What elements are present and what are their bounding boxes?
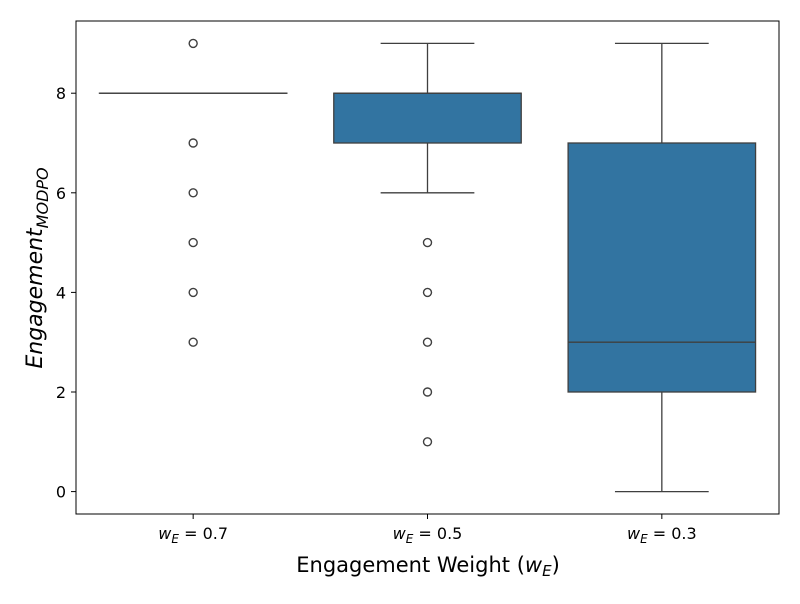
box-iqr [568,143,755,392]
x-tick-label-value: = 0.7 [179,524,228,543]
x-tick-label-var: w [627,524,641,543]
x-tick-label-value: = 0.5 [413,524,462,543]
x-tick-label: wE = 0.5 [393,524,463,546]
y-tick-label: 8 [56,84,66,103]
y-tick-label: 0 [56,483,66,502]
x-axis-label: Engagement Weight (wE) [296,553,560,580]
x-axis-label-close: ) [552,553,560,577]
x-tick-label-var: w [393,524,407,543]
x-tick-label-value: = 0.3 [648,524,697,543]
x-tick-label: wE = 0.7 [158,524,228,546]
x-axis-label-var: w [525,553,543,577]
box-iqr [334,93,521,143]
y-axis-label-subscript: MODPO [33,167,52,228]
y-tick-label: 2 [56,383,66,402]
y-axis-label-main: Engagement [23,227,48,369]
x-tick-label-var: w [158,524,172,543]
y-tick-label: 4 [56,283,66,302]
y-tick-label: 6 [56,184,66,203]
x-tick-label: wE = 0.3 [627,524,697,546]
x-axis-label-main: Engagement Weight ( [296,553,525,577]
